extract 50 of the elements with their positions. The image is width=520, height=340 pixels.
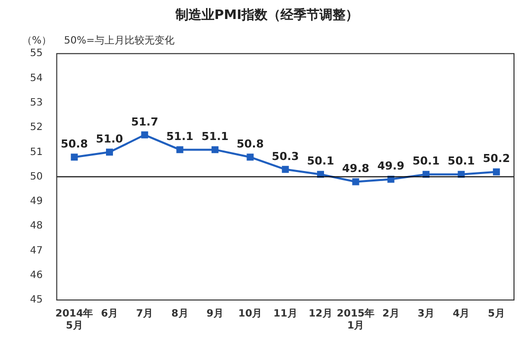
x-tick-label: 10月 (238, 308, 262, 320)
y-tick-label: 55 (30, 48, 43, 60)
y-tick-label: 54 (30, 72, 43, 84)
x-tick-label: 2014年 5月 (55, 308, 94, 332)
point (141, 131, 148, 138)
x-tick-label: 7月 (136, 308, 154, 320)
point (212, 146, 218, 154)
y-tick-label: 51 (30, 146, 43, 158)
data-label: 50.8 (60, 137, 88, 150)
x-tick-label: 5月 (488, 308, 505, 320)
data-label: 49.8 (342, 162, 370, 176)
data-label: 51.1 (201, 130, 229, 144)
y-axis-title: （%） (22, 36, 52, 47)
x-tick-label: 9月 (206, 308, 224, 320)
data-label: 50.1 (412, 154, 440, 168)
data-label: 50.1 (306, 154, 334, 168)
y-tick-label: 52 (30, 122, 43, 134)
point (317, 170, 324, 178)
data-label: 51.1 (166, 130, 194, 144)
y-tick-label: 45 (30, 294, 43, 306)
point (176, 146, 184, 154)
y-tick-label: 49 (30, 196, 43, 208)
x-tick-label: 12月 (308, 308, 332, 320)
x-tick-label: 6月 (101, 308, 118, 320)
text: 50%=与上月比较无变化 (64, 34, 175, 47)
y-tick-label: 48 (30, 220, 43, 232)
y-tick-label: 47 (30, 245, 43, 256)
data-label: 50.3 (272, 150, 299, 163)
x-tick-label: 3月 (418, 308, 435, 320)
x-tick-label: 2月 (382, 308, 400, 320)
y-tick-label: 46 (30, 270, 43, 281)
point (492, 168, 500, 176)
point (282, 166, 289, 173)
x-tick-label: 4月 (452, 308, 470, 320)
point (106, 148, 113, 156)
data-label: 50.2 (482, 152, 510, 166)
x-tick-label: 11月 (273, 308, 298, 320)
x-tick-label: 8月 (171, 308, 188, 320)
point (246, 154, 254, 161)
x-tick-label: 2015年 1月 (336, 308, 375, 332)
chart-title: 制造业PMI指数（经季节调整） (174, 7, 359, 24)
point (70, 154, 78, 161)
data-label: 49.9 (377, 160, 404, 173)
data-label: 50.1 (448, 154, 475, 168)
point (352, 178, 360, 186)
y-tick-label: 53 (30, 97, 43, 108)
data-label: 51.7 (131, 115, 158, 128)
y-tick-label: 50 (30, 171, 43, 182)
data-label: 50.8 (236, 137, 264, 150)
data-label: 51.0 (96, 132, 124, 146)
